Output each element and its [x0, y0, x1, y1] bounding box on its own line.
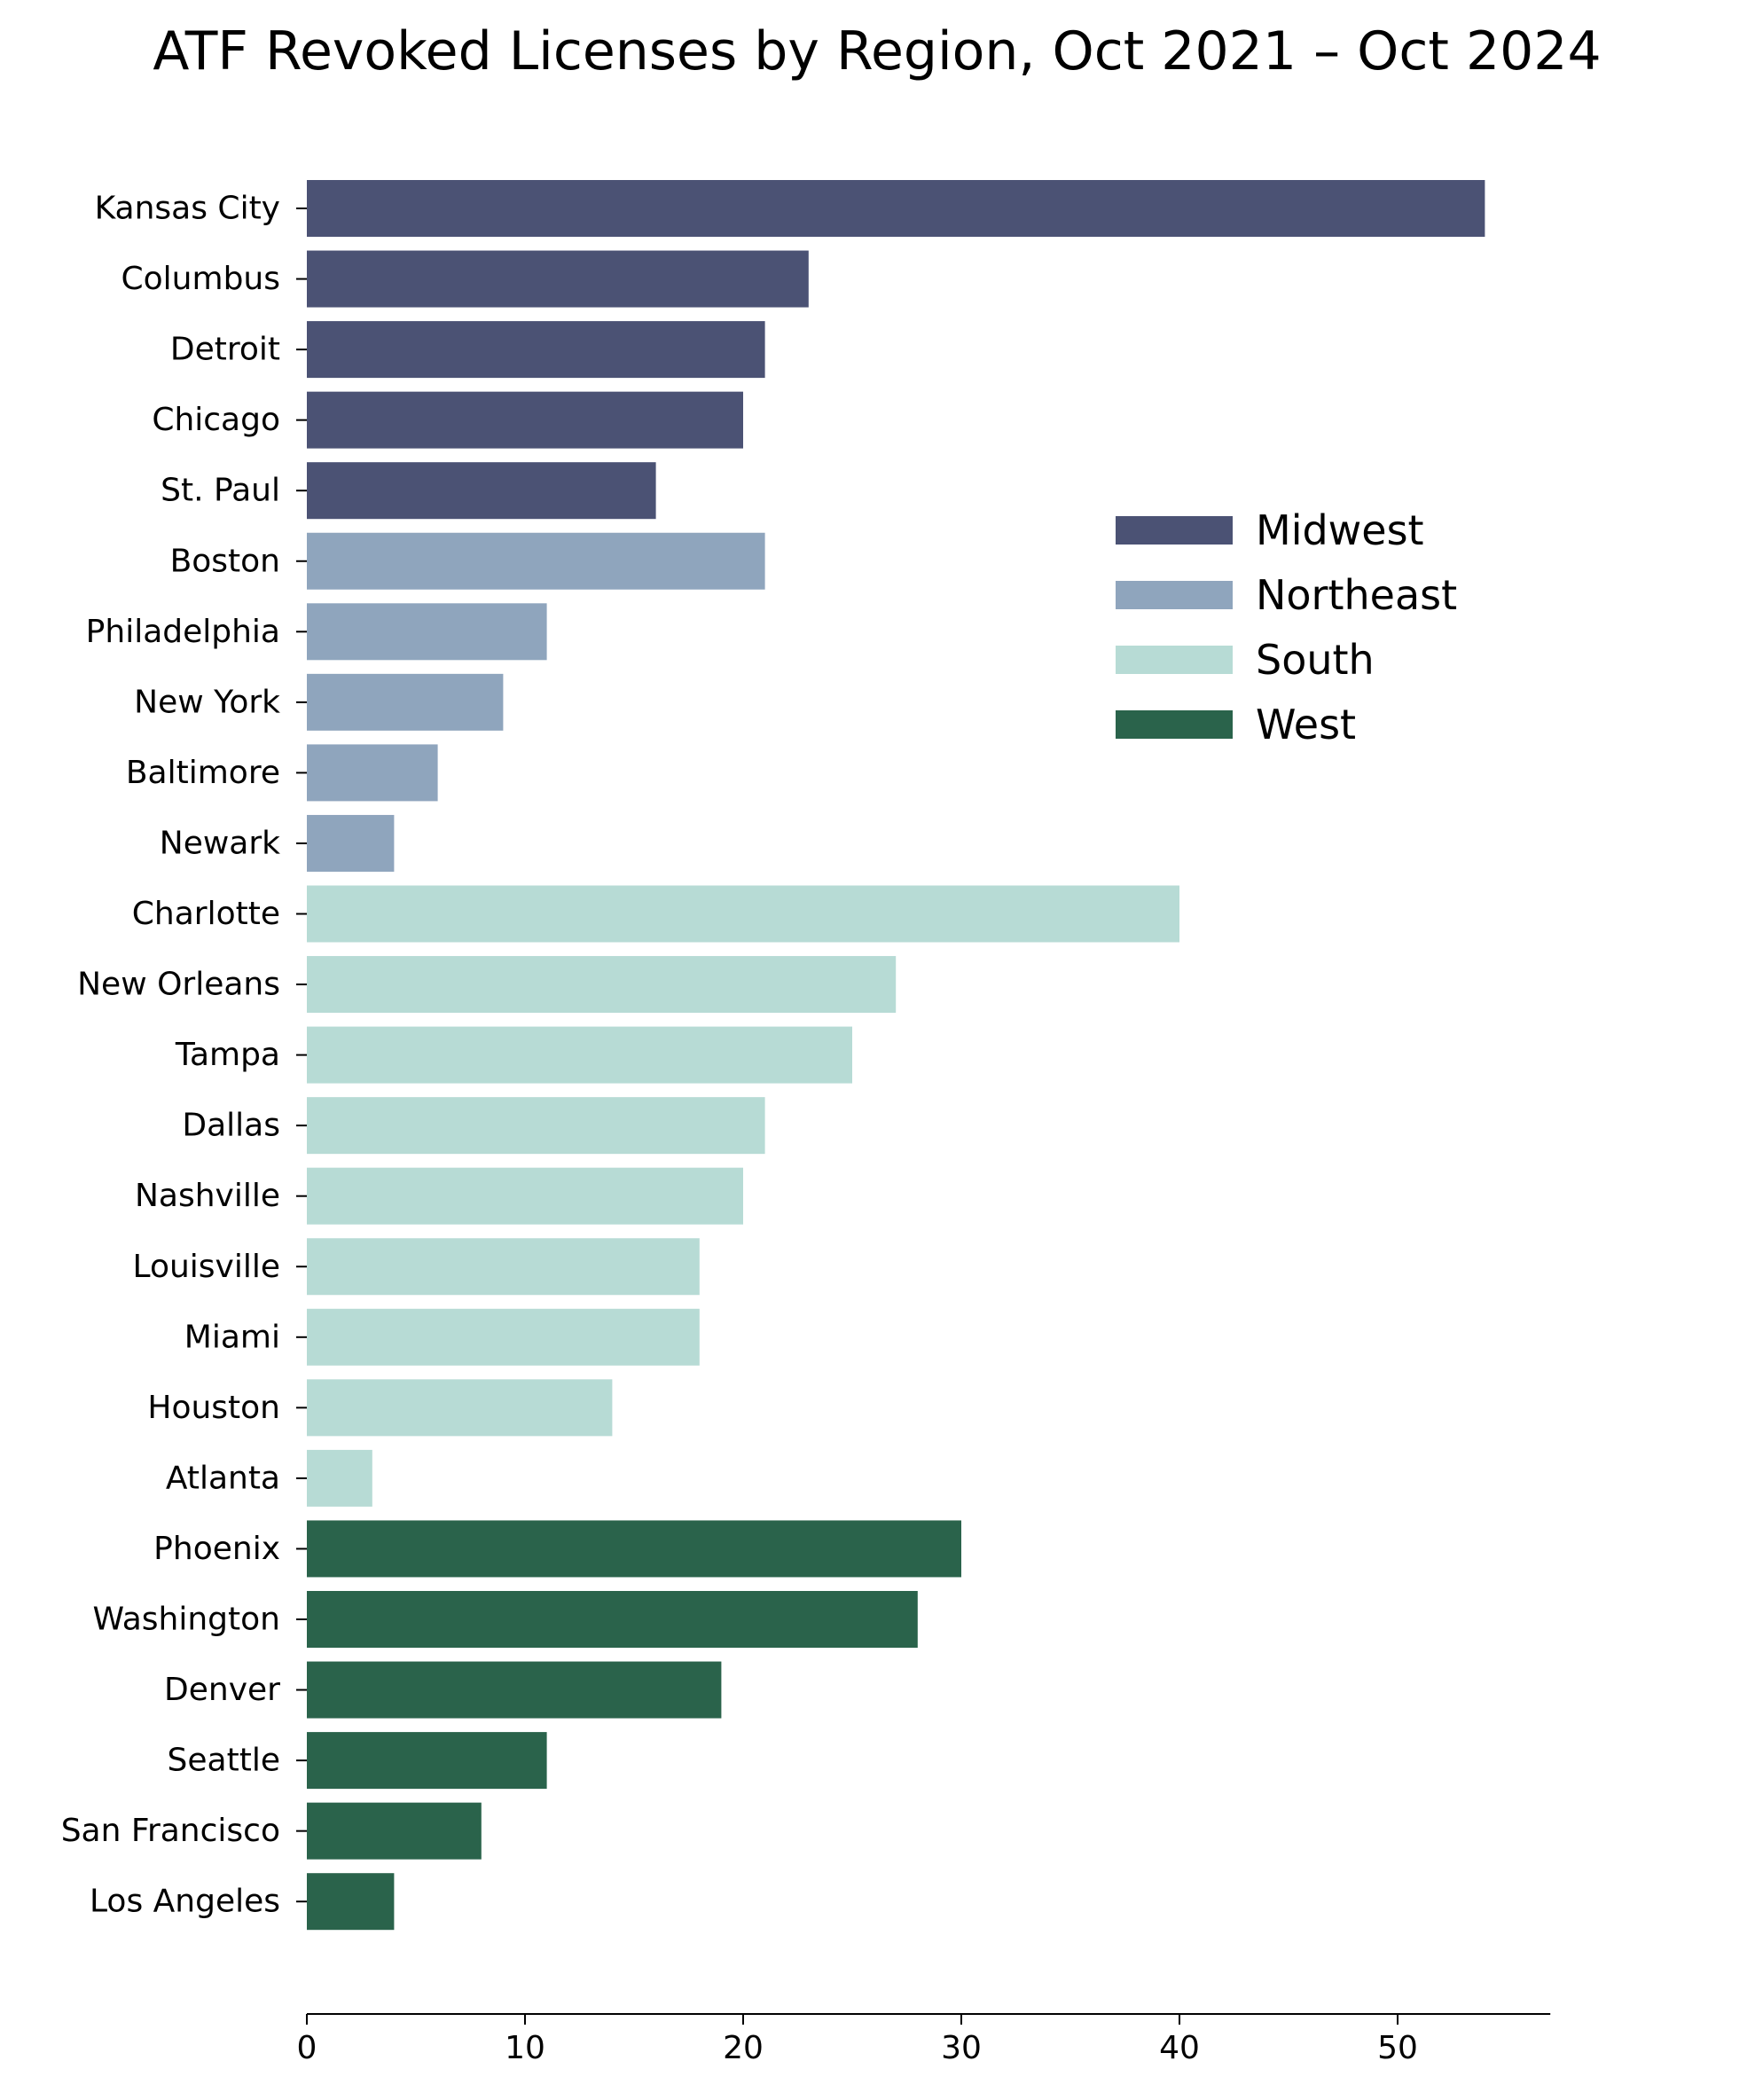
- y-tick-labels: Kansas City Columbus Detroit Chicago St. Pau…: [61, 191, 280, 1920]
- bar-detroit: [307, 321, 765, 379]
- y-label-miami: Miami: [184, 1319, 280, 1355]
- x-tick-label: 10: [505, 2030, 545, 2066]
- bar-san-francisco: [307, 1802, 482, 1860]
- bar-denver: [307, 1661, 722, 1719]
- x-tick-label: 20: [723, 2030, 764, 2066]
- y-label-los-angeles: Los Angeles: [90, 1884, 280, 1920]
- y-label-columbus: Columbus: [121, 261, 280, 297]
- bar-newark: [307, 814, 395, 872]
- x-ticks: 0 10 20 30 40 50: [297, 2014, 1418, 2066]
- y-label-boston: Boston: [170, 543, 280, 579]
- bar-st-paul: [307, 462, 656, 520]
- y-label-newark: Newark: [160, 825, 280, 861]
- y-label-detroit: Detroit: [170, 332, 280, 368]
- bar-los-angeles: [307, 1873, 395, 1931]
- bar-dallas: [307, 1097, 765, 1155]
- bar-washington: [307, 1591, 918, 1648]
- legend-label-south: South: [1256, 636, 1375, 684]
- y-label-baltimore: Baltimore: [126, 755, 280, 791]
- y-label-charlotte: Charlotte: [132, 896, 280, 932]
- legend-label-northeast: Northeast: [1256, 571, 1457, 619]
- legend-swatch-west: [1116, 710, 1233, 739]
- legend-label-midwest: Midwest: [1256, 506, 1424, 554]
- bar-louisville: [307, 1238, 700, 1296]
- y-label-atlanta: Atlanta: [166, 1460, 280, 1496]
- bar-atlanta: [307, 1449, 372, 1507]
- bar-philadelphia: [307, 603, 547, 661]
- x-tick-label: 30: [941, 2030, 982, 2066]
- y-label-washington: Washington: [92, 1602, 280, 1638]
- chart-title: ATF Revoked Licenses by Region, Oct 2021…: [153, 20, 1601, 82]
- y-label-new-orleans: New Orleans: [77, 967, 280, 1003]
- legend: Midwest Northeast South West: [1116, 506, 1457, 748]
- bar-columbus: [307, 250, 809, 308]
- bar-new-orleans: [307, 956, 897, 1014]
- y-label-philadelphia: Philadelphia: [86, 614, 280, 650]
- bar-chicago: [307, 391, 743, 449]
- y-label-nashville: Nashville: [135, 1178, 280, 1214]
- x-tick-label: 40: [1159, 2030, 1200, 2066]
- y-label-tampa: Tampa: [175, 1037, 280, 1073]
- y-label-dallas: Dallas: [182, 1108, 280, 1144]
- bar-kansas-city: [307, 180, 1485, 237]
- y-label-denver: Denver: [164, 1672, 280, 1708]
- bar-nashville: [307, 1167, 743, 1225]
- x-tick-label: 0: [297, 2030, 317, 2066]
- bar-houston: [307, 1379, 613, 1437]
- legend-swatch-midwest: [1116, 516, 1233, 545]
- y-label-seattle: Seattle: [168, 1743, 280, 1779]
- bar-new-york: [307, 673, 504, 731]
- x-tick-label: 50: [1377, 2030, 1418, 2066]
- y-label-louisville: Louisville: [133, 1249, 280, 1285]
- y-label-kansas-city: Kansas City: [95, 191, 280, 227]
- bar-miami: [307, 1308, 700, 1366]
- bar-charlotte: [307, 885, 1179, 943]
- y-label-chicago: Chicago: [152, 402, 280, 438]
- y-label-st-paul: St. Paul: [161, 473, 280, 509]
- y-label-new-york: New York: [134, 684, 280, 720]
- y-label-san-francisco: San Francisco: [61, 1813, 280, 1849]
- y-tick-marks: [296, 208, 307, 1903]
- bar-baltimore: [307, 744, 438, 802]
- bar-phoenix: [307, 1520, 961, 1578]
- legend-swatch-south: [1116, 646, 1233, 674]
- legend-label-west: West: [1256, 701, 1356, 748]
- bar-boston: [307, 532, 765, 590]
- bar-tampa: [307, 1026, 852, 1084]
- bar-seattle: [307, 1732, 547, 1790]
- legend-swatch-northeast: [1116, 581, 1233, 609]
- y-label-phoenix: Phoenix: [153, 1531, 280, 1567]
- bars-group: [307, 180, 1485, 1931]
- y-label-houston: Houston: [147, 1390, 280, 1426]
